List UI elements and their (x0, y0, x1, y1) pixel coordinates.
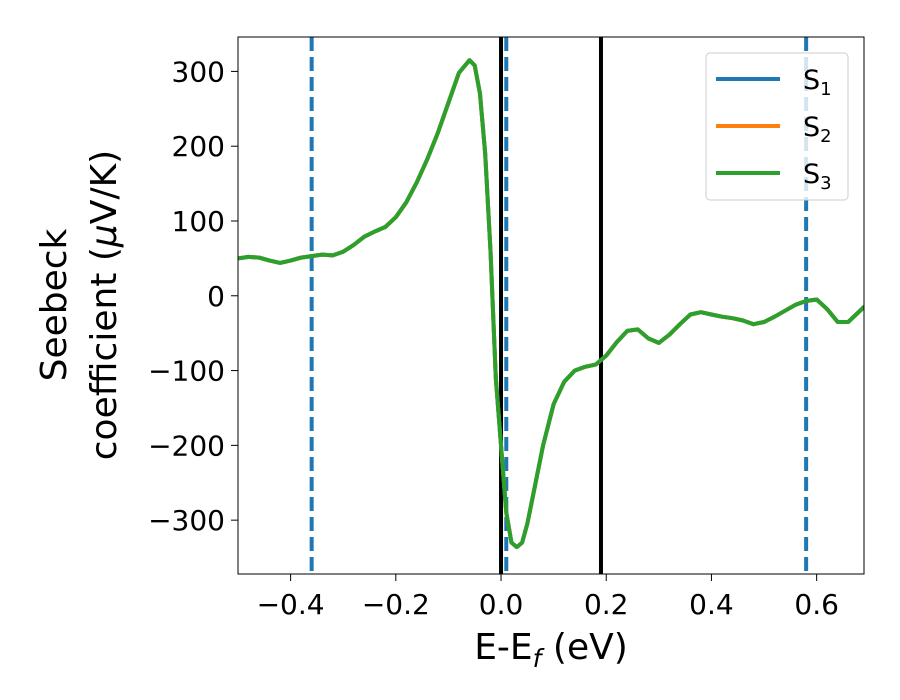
legend-label-s2: S2 (803, 112, 832, 147)
x-tick-label: 0.0 (479, 588, 524, 621)
y-tick-label: 200 (172, 130, 225, 163)
x-tick-label: 0.4 (689, 588, 734, 621)
series-line-s3 (238, 58, 864, 550)
plot-frame (237, 36, 865, 575)
y-tick-label: −300 (148, 504, 225, 537)
y-tick-label: −200 (148, 429, 225, 462)
y-axis-title: Seebeck coefficient (μV/K) (34, 150, 125, 460)
x-tick-label: 0.2 (584, 588, 629, 621)
y-axis-title-text: coefficient ( (84, 247, 125, 460)
series-layer (238, 58, 864, 550)
y-tick-label: 0 (207, 280, 225, 313)
y-tick-label: 300 (172, 55, 225, 88)
x-tick-label: 0.6 (794, 588, 839, 621)
x-axis-title-main: E-E (474, 627, 532, 668)
x-tick-label: −0.2 (362, 588, 430, 621)
legend: S1 S2 S3 (705, 52, 849, 201)
x-tick-label: −0.4 (257, 588, 325, 621)
legend-label-s3: S3 (803, 159, 832, 194)
y-axis-ticks: 300 200 100 0 −100 −200 −300 (148, 55, 238, 537)
x-axis-ticks: −0.4 −0.2 0.0 0.2 0.4 0.6 (257, 574, 839, 621)
y-tick-label: 100 (172, 205, 225, 238)
y-axis-title-line2: coefficient (μV/K) (84, 150, 125, 460)
legend-label-s1: S1 (803, 65, 832, 100)
y-axis-title-line1: Seebeck (34, 228, 75, 381)
y-axis-title-mu: μ (84, 224, 125, 248)
y-axis-title-unit: V/K) (84, 150, 125, 224)
x-axis-title: E-Ef (eV) (474, 627, 628, 673)
x-axis-title-unit: (eV) (541, 627, 627, 668)
y-tick-label: −100 (148, 355, 225, 388)
